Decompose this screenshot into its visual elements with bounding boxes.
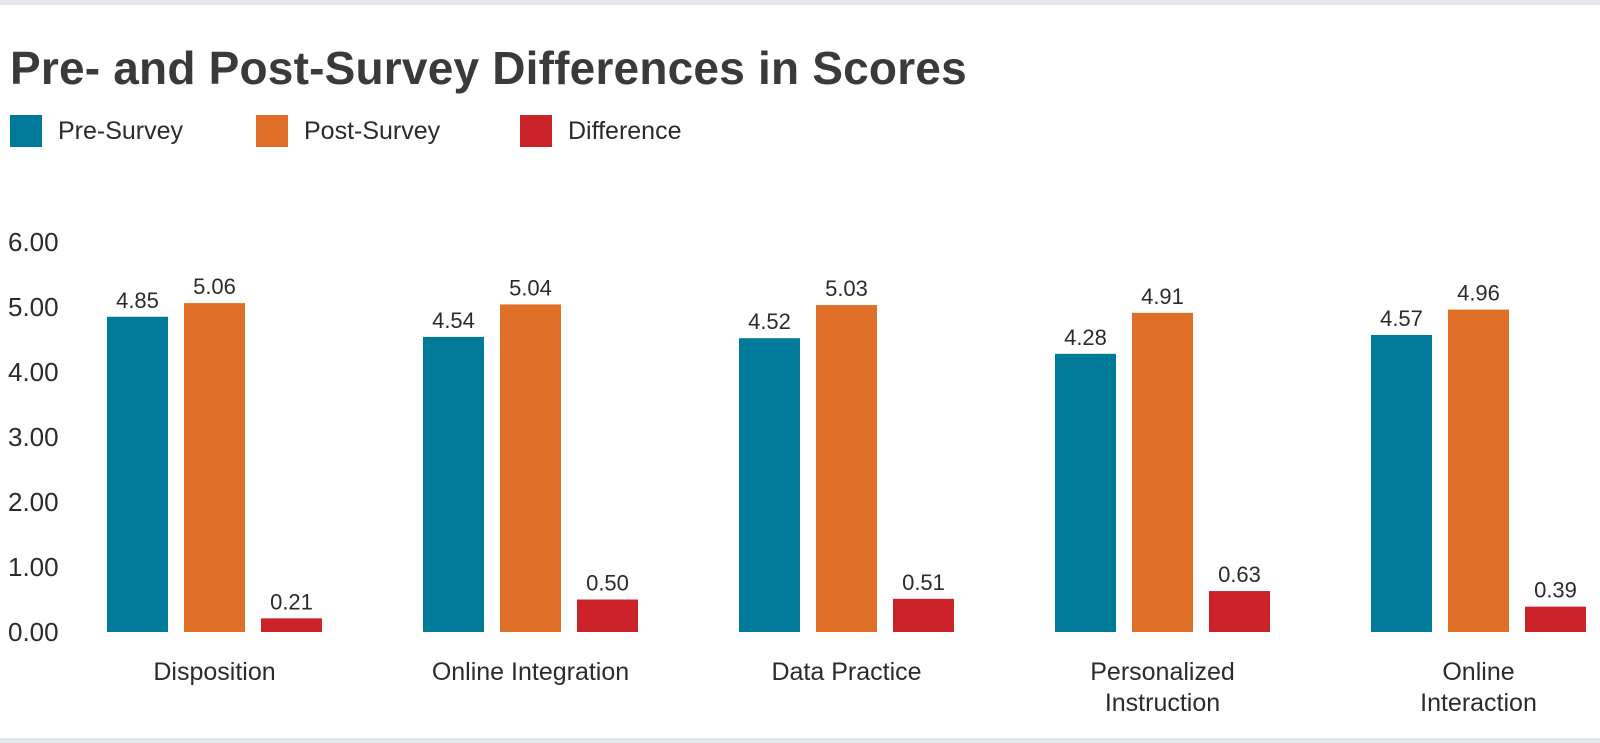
bar-value-label: 4.28: [1064, 325, 1107, 350]
legend-swatch-difference: [520, 115, 552, 147]
bar-pre-survey: [423, 336, 484, 632]
bar-value-label: 0.39: [1534, 578, 1577, 603]
category-label-line: Instruction: [1105, 689, 1220, 717]
legend-label-difference: Difference: [568, 116, 682, 145]
bar-value-label: 5.04: [509, 275, 552, 300]
bar-value-label: 4.57: [1380, 306, 1423, 331]
bar-post-survey: [816, 305, 877, 632]
bar-value-label: 4.52: [748, 309, 791, 334]
legend-item-difference: Difference: [520, 113, 682, 149]
bar-post-survey: [500, 304, 561, 632]
y-tick-label: 1.00: [8, 552, 59, 582]
category-label: Personalized Instruction: [1090, 658, 1235, 717]
bar-post-survey: [184, 303, 245, 632]
bar-value-label: 4.54: [432, 308, 475, 333]
legend-item-pre-survey: Pre-Survey: [10, 113, 183, 149]
bar-difference: [1525, 606, 1586, 632]
bar-difference: [1209, 591, 1270, 632]
y-tick-label: 5.00: [8, 292, 59, 322]
y-tick-label: 4.00: [8, 357, 59, 387]
category-label: Online Integration: [432, 658, 629, 686]
legend-item-post-survey: Post-Survey: [256, 113, 440, 149]
bar-value-label: 4.96: [1457, 281, 1500, 306]
category-label-line: Personalized: [1090, 658, 1235, 686]
bar-difference: [577, 599, 638, 632]
category-label-line: Disposition: [153, 658, 275, 686]
y-tick-label: 2.00: [8, 487, 59, 517]
bar-pre-survey: [107, 316, 168, 632]
y-tick-label: 6.00: [8, 227, 59, 257]
category-label: Data Practice: [771, 658, 921, 686]
legend-swatch-pre-survey: [10, 115, 42, 147]
y-tick-label: 0.00: [8, 617, 59, 647]
category-label-line: Data Practice: [771, 658, 921, 686]
bar-value-label: 4.91: [1141, 284, 1184, 309]
legend-label-post-survey: Post-Survey: [304, 116, 441, 145]
bar-value-label: 0.50: [586, 571, 629, 596]
category-label-line: Online: [1442, 658, 1514, 686]
bar-pre-survey: [739, 338, 800, 632]
bar-value-label: 5.03: [825, 276, 868, 301]
bar-chart-plot: 0.00 1.00 2.00 3.00 4.00 5.00 6.00 4.85 4.54 4.52…: [8, 227, 1586, 717]
bar-pre-survey: [1371, 334, 1432, 632]
bar-post-survey: [1132, 312, 1193, 632]
bar-difference: [893, 598, 954, 632]
y-tick-label: 3.00: [8, 422, 59, 452]
bar-value-label: 0.63: [1218, 562, 1261, 587]
chart-title: Pre- and Post-Survey Differences in Scor…: [10, 42, 967, 94]
bar-pre-survey: [1055, 353, 1116, 632]
bar-value-label: 4.85: [116, 288, 159, 313]
bar-value-label: 0.51: [902, 570, 945, 595]
bar-post-survey: [1448, 309, 1509, 632]
bar-value-label: 0.21: [270, 589, 313, 614]
category-label: Disposition: [153, 658, 275, 686]
legend-label-pre-survey: Pre-Survey: [58, 116, 184, 145]
legend-swatch-post-survey: [256, 115, 288, 147]
bar-value-label: 5.06: [193, 274, 236, 299]
category-label: Online Interaction: [1420, 658, 1537, 717]
bar-difference: [261, 618, 322, 632]
category-label-line: Interaction: [1420, 689, 1537, 717]
chart-legend: Pre-Survey Post-Survey Difference: [10, 113, 770, 149]
category-label-line: Online Integration: [432, 658, 629, 686]
